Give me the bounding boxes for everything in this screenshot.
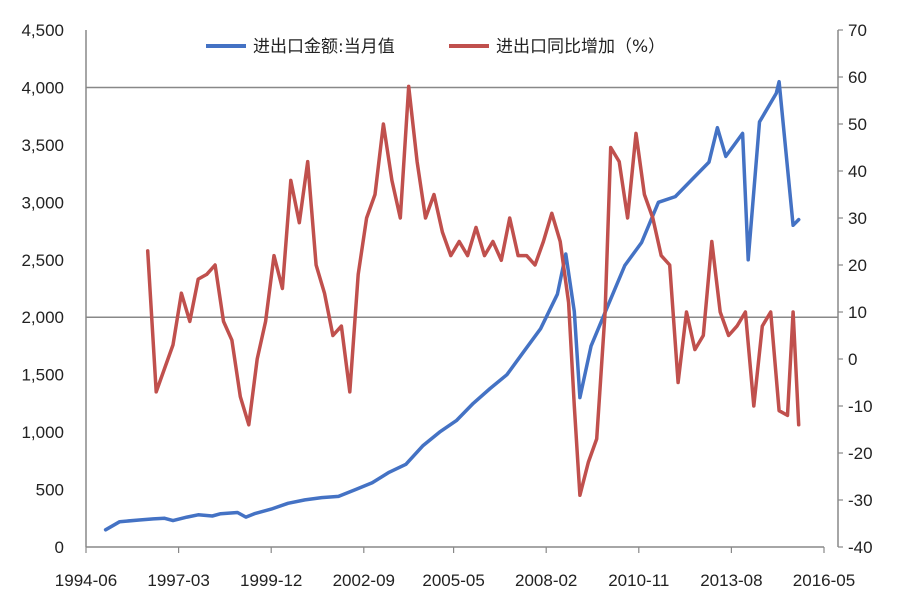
x-tick-label: 1997-03 bbox=[147, 571, 209, 590]
left-y-tick-label: 3,500 bbox=[21, 136, 64, 155]
right-y-tick-labels: -40 -30 -20 -10 0 10 20 30 40 50 60 70 bbox=[838, 21, 873, 557]
x-tick-label: 2010-11 bbox=[608, 571, 669, 590]
left-y-tick-label: 3,000 bbox=[21, 193, 64, 212]
right-y-tick-label: 70 bbox=[848, 21, 867, 40]
series-line-2 bbox=[145, 84, 801, 498]
left-y-tick-label: 0 bbox=[55, 538, 64, 557]
right-y-tick-label: 10 bbox=[848, 303, 867, 322]
left-y-tick-label: 2,000 bbox=[21, 308, 64, 327]
right-y-tick-label: 40 bbox=[848, 162, 867, 181]
x-tick-label: 2013-08 bbox=[700, 571, 762, 590]
series-line-1 bbox=[103, 79, 801, 532]
right-y-tick-label: -10 bbox=[848, 397, 873, 416]
legend-label-series-1: 进出口金额:当月值 bbox=[253, 37, 395, 57]
legend: 进出口金额:当月值 进出口同比增加（%） bbox=[206, 37, 665, 57]
x-tick-label: 1994-06 bbox=[55, 571, 117, 590]
left-y-tick-label: 1,500 bbox=[21, 366, 64, 385]
right-y-tick-label: -40 bbox=[848, 538, 873, 557]
x-tick-label: 2002-09 bbox=[333, 571, 395, 590]
legend-label-series-2: 进出口同比增加（%） bbox=[496, 37, 665, 57]
right-y-tick-label: 0 bbox=[848, 350, 857, 369]
x-tick-label: 2005-05 bbox=[422, 571, 484, 590]
axes bbox=[85, 30, 839, 548]
left-y-tick-label: 500 bbox=[36, 481, 64, 500]
left-y-tick-label: 1,000 bbox=[21, 423, 64, 442]
right-y-tick-label: 20 bbox=[848, 256, 867, 275]
x-tick-label: 2016-05 bbox=[793, 571, 855, 590]
x-tick-label: 2008-02 bbox=[515, 571, 577, 590]
left-y-tick-labels: 0 500 1,000 1,500 2,000 2,500 3,000 3,500 4,000 4… bbox=[21, 21, 64, 557]
left-y-tick-label: 2,500 bbox=[21, 251, 64, 270]
right-y-tick-label: -20 bbox=[848, 444, 873, 463]
right-y-tick-label: 30 bbox=[848, 209, 867, 228]
series-lines bbox=[103, 79, 801, 532]
gridlines bbox=[86, 86, 838, 318]
right-y-tick-label: -30 bbox=[848, 491, 873, 510]
left-y-tick-label: 4,500 bbox=[21, 21, 64, 40]
x-tick-labels: 1994-06 1997-03 1999-12 2002-09 2005-05 2008-… bbox=[55, 547, 855, 590]
right-y-tick-label: 60 bbox=[848, 68, 867, 87]
x-tick-label: 1999-12 bbox=[240, 571, 302, 590]
right-y-tick-label: 50 bbox=[848, 115, 867, 134]
left-y-tick-label: 4,000 bbox=[21, 78, 64, 97]
